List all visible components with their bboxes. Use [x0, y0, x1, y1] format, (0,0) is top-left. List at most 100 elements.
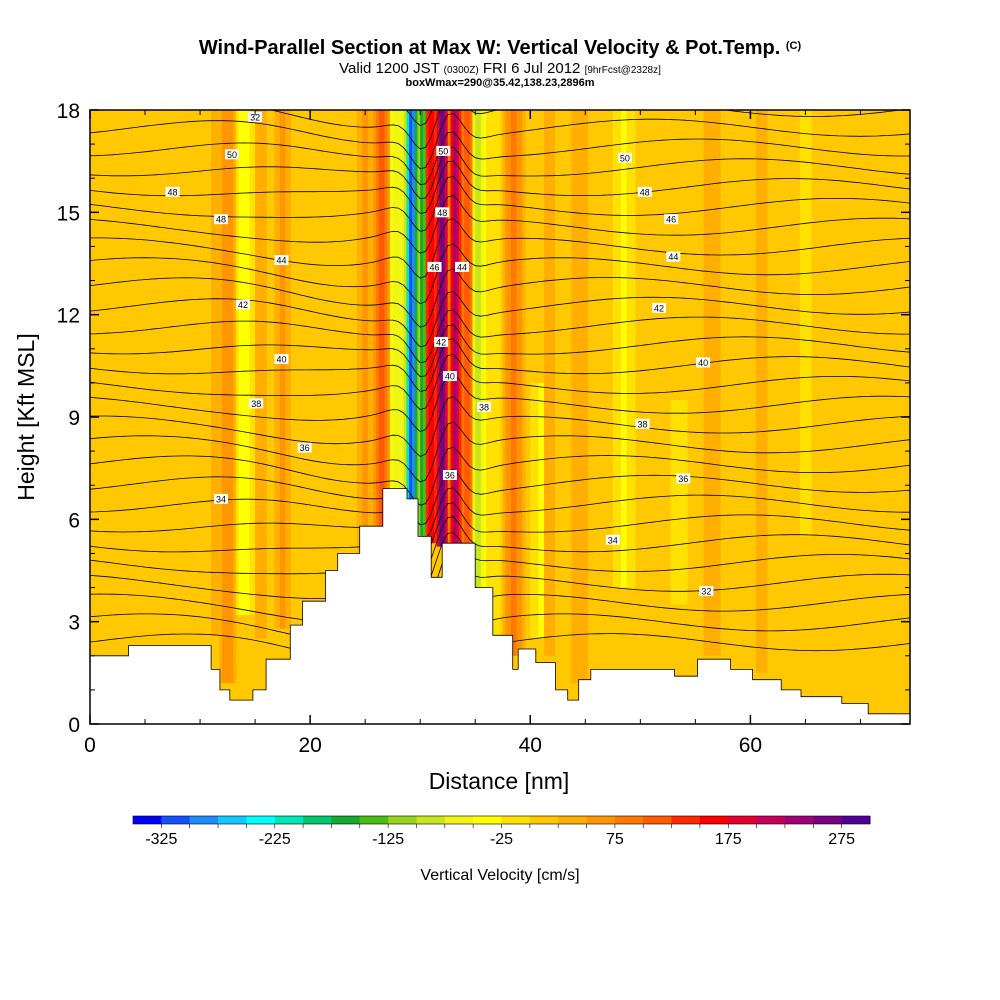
colorbar-swatch	[416, 816, 446, 824]
velocity-cell	[621, 110, 625, 588]
contour-label: 46	[427, 261, 442, 272]
velocity-cell	[486, 110, 490, 588]
velocity-cell	[546, 110, 551, 656]
velocity-cell	[395, 110, 399, 520]
isentrope-line	[90, 446, 910, 506]
velocity-cell	[425, 110, 430, 544]
chart-subtitle: Valid 1200 JST (0300Z) FRI 6 Jul 2012 [9…	[0, 60, 1000, 77]
contour-label: 36	[297, 442, 312, 453]
velocity-cell	[370, 110, 375, 547]
velocity-cell	[582, 110, 586, 684]
y-tick-label: 0	[68, 714, 80, 737]
velocity-cell	[420, 110, 424, 540]
velocity-cell	[260, 110, 264, 639]
contour-label-bg	[699, 585, 714, 596]
velocity-cell	[585, 110, 589, 684]
contour-label-bg	[224, 149, 239, 160]
velocity-cell	[579, 110, 584, 684]
isentrope-line	[90, 309, 910, 364]
contour-label: 44	[274, 255, 289, 266]
velocity-cell	[508, 110, 512, 656]
velocity-cell	[365, 110, 369, 602]
velocity-cell	[808, 110, 812, 537]
isentrope-line	[90, 112, 910, 170]
contour-label-text: 48	[640, 187, 650, 197]
velocity-cell	[670, 399, 674, 605]
velocity-cell	[544, 110, 548, 656]
contour-label-text: 44	[457, 262, 467, 272]
velocity-cell	[711, 110, 716, 656]
velocity-cell	[555, 110, 559, 656]
velocity-cell	[406, 110, 410, 533]
velocity-cell	[277, 110, 281, 629]
isentrope-line	[90, 353, 910, 410]
colorbar-swatch	[189, 816, 219, 824]
velocity-cell	[522, 110, 526, 656]
velocity-cell	[475, 110, 479, 588]
isentrope-line	[90, 146, 910, 200]
isentrope-line	[90, 243, 910, 305]
contour-label-text: 48	[216, 215, 226, 225]
velocity-cell	[444, 110, 449, 547]
isentrope-line	[90, 421, 910, 483]
velocity-cell	[422, 110, 427, 540]
contour-label-text: 50	[227, 150, 237, 160]
chart-title: Wind-Parallel Section at Max W: Vertical…	[0, 37, 1000, 60]
x-tick-label: 20	[298, 734, 321, 757]
velocity-cell	[483, 110, 487, 588]
velocity-cell	[876, 110, 881, 690]
velocity-cell	[233, 110, 237, 684]
colorbar-swatch	[473, 816, 502, 824]
velocity-cell	[879, 110, 884, 690]
velocity-cell	[387, 110, 391, 547]
velocity-cell	[618, 110, 622, 588]
velocity-cell	[885, 110, 889, 690]
contour-label-bg	[297, 442, 312, 453]
isentrope-line	[90, 195, 910, 254]
velocity-cell	[428, 110, 432, 544]
contour-label: 48	[213, 214, 228, 225]
isentrope-line	[90, 217, 910, 279]
velocity-cell	[568, 110, 573, 684]
contour-label-bg	[213, 493, 228, 504]
velocity-cell	[472, 110, 476, 588]
contour-label-text: 36	[445, 470, 455, 480]
colorbar-label: -325	[145, 831, 177, 848]
terrain	[90, 488, 910, 724]
velocity-cell	[417, 110, 421, 540]
velocity-cell	[367, 110, 372, 602]
velocity-cell	[378, 110, 383, 547]
velocity-cell	[519, 110, 523, 656]
colorbar-swatch	[501, 816, 531, 824]
velocity-cell	[571, 110, 575, 684]
colorbar-swatch	[784, 816, 814, 824]
x-tick-label: 60	[739, 734, 762, 757]
velocity-cell	[706, 110, 710, 656]
velocity-cell	[409, 110, 413, 533]
contour-label-bg	[165, 186, 180, 197]
colorbar-swatch	[841, 816, 871, 824]
velocity-cell	[288, 110, 292, 629]
velocity-cell	[577, 110, 581, 684]
velocity-cell	[549, 110, 553, 656]
contour-label-text: 38	[251, 399, 261, 409]
contour-label-bg	[274, 255, 289, 266]
velocity-cell	[513, 110, 518, 656]
contour-label: 38	[635, 418, 650, 429]
velocity-cell	[252, 110, 256, 615]
velocity-cell	[356, 110, 361, 602]
colorbar-label: 275	[828, 831, 855, 848]
contour-label: 42	[235, 299, 250, 310]
velocity-cell	[709, 110, 713, 656]
forecast-info: [9hrFcst@2328z]	[584, 65, 661, 76]
velocity-cell	[274, 110, 278, 629]
colorbar-swatch	[444, 816, 474, 824]
velocity-cell	[717, 110, 721, 656]
velocity-cell	[755, 110, 760, 673]
velocity-cell	[678, 399, 683, 605]
velocity-cell	[541, 382, 545, 639]
isentrope-line	[90, 599, 910, 661]
velocity-cell	[384, 110, 388, 547]
contour-label: 50	[617, 152, 632, 163]
